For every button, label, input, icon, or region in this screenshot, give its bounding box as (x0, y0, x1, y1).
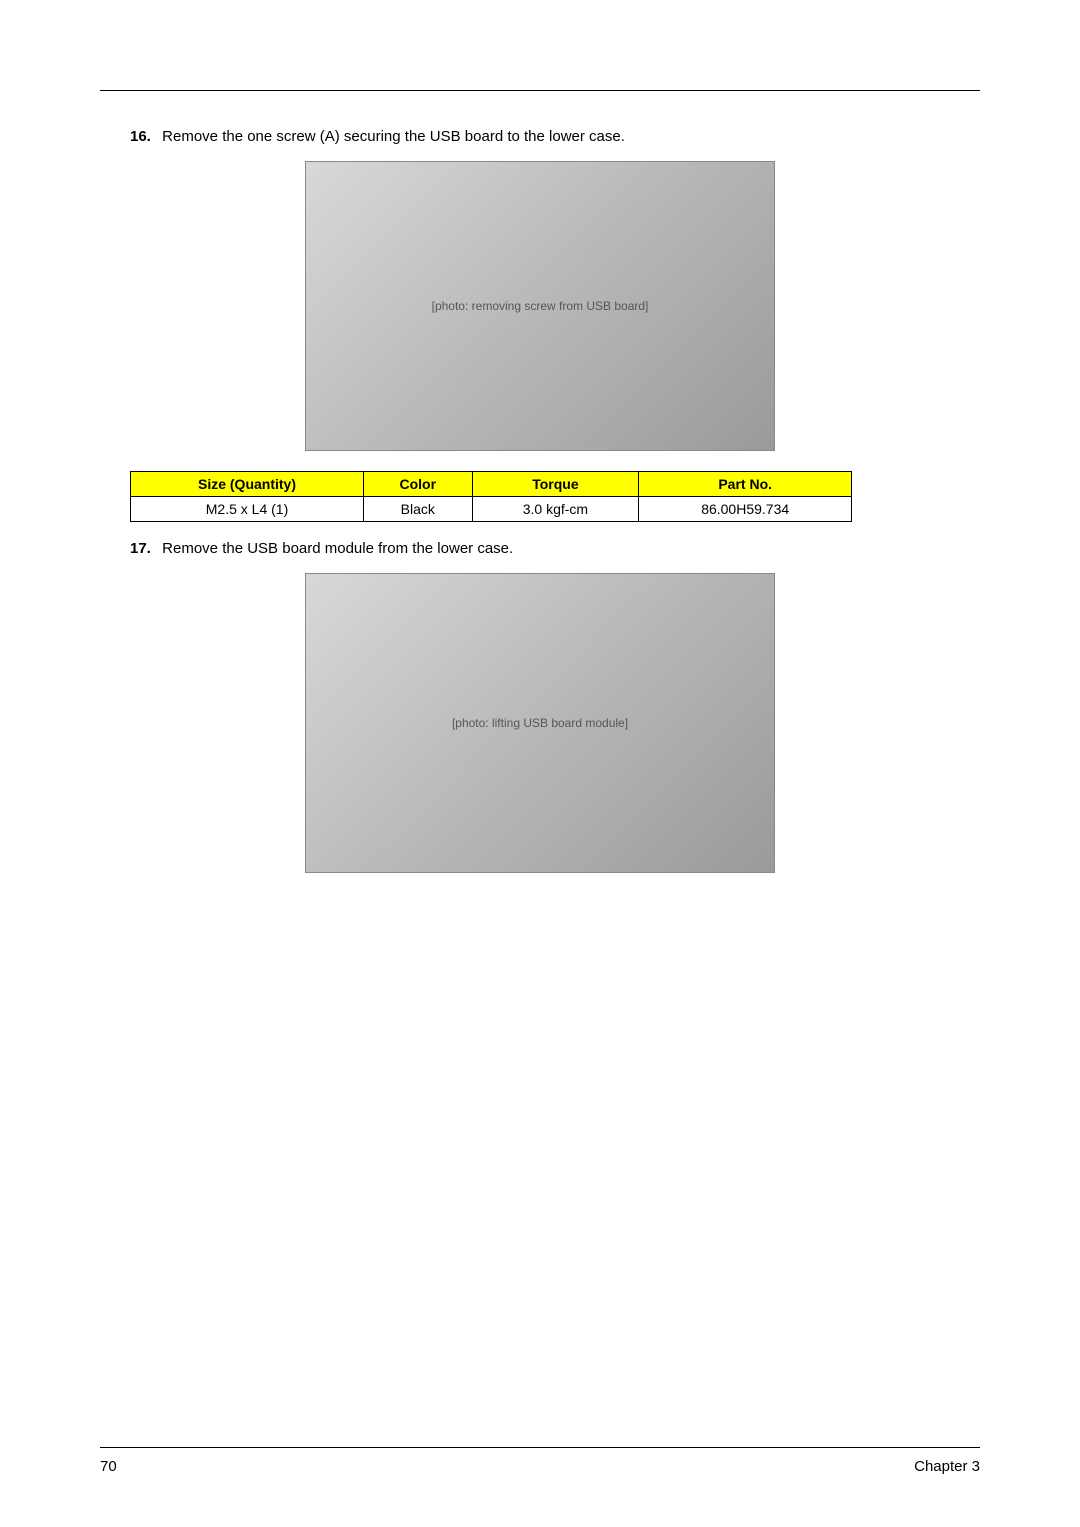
cell-size: M2.5 x L4 (1) (131, 497, 364, 522)
step-16: 16. Remove the one screw (A) securing th… (130, 126, 980, 147)
step-text: Remove the one screw (A) securing the US… (162, 128, 625, 145)
image-description: [photo: removing screw from USB board] (432, 299, 649, 313)
step-number: 16. (130, 126, 158, 147)
table-header-row: Size (Quantity) Color Torque Part No. (131, 472, 852, 497)
cell-partno: 86.00H59.734 (639, 497, 852, 522)
page-footer: 70 Chapter 3 (100, 1447, 980, 1475)
table-row: M2.5 x L4 (1) Black 3.0 kgf-cm 86.00H59.… (131, 497, 852, 522)
step-17-image: [photo: lifting USB board module] (305, 573, 775, 873)
chapter-label: Chapter 3 (914, 1458, 980, 1475)
step-number: 17. (130, 538, 158, 559)
page-number: 70 (100, 1458, 117, 1475)
page-content: 16. Remove the one screw (A) securing th… (0, 0, 1080, 1527)
cell-torque: 3.0 kgf-cm (472, 497, 639, 522)
step-text: Remove the USB board module from the low… (162, 540, 513, 557)
cell-color: Black (364, 497, 473, 522)
top-horizontal-rule (100, 90, 980, 91)
image-description: [photo: lifting USB board module] (452, 716, 628, 730)
header-color: Color (364, 472, 473, 497)
step-16-image: [photo: removing screw from USB board] (305, 161, 775, 451)
header-torque: Torque (472, 472, 639, 497)
screw-spec-table: Size (Quantity) Color Torque Part No. M2… (130, 471, 852, 522)
header-size: Size (Quantity) (131, 472, 364, 497)
header-partno: Part No. (639, 472, 852, 497)
step-17: 17. Remove the USB board module from the… (130, 538, 980, 559)
